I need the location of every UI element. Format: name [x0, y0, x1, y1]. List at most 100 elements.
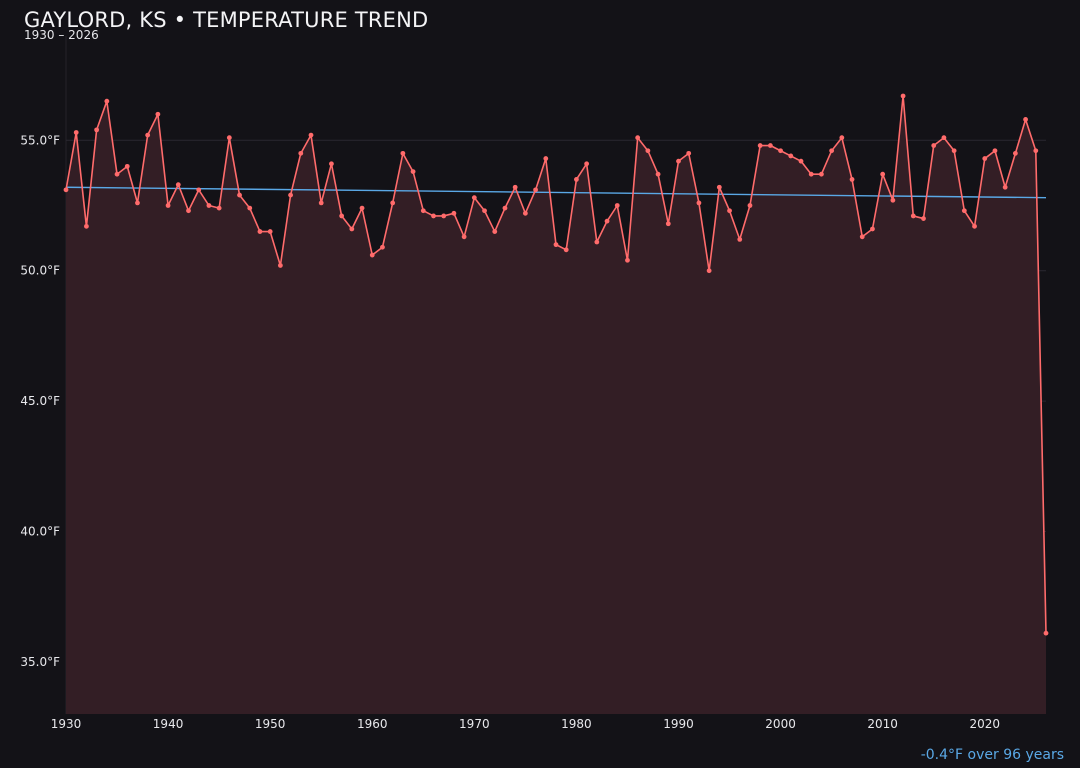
data-point — [512, 184, 518, 190]
data-point — [206, 203, 212, 208]
data-point — [73, 130, 79, 135]
data-point — [492, 229, 498, 234]
data-point — [900, 93, 906, 99]
data-point — [533, 187, 538, 193]
data-point — [339, 213, 345, 219]
data-point — [369, 252, 375, 258]
x-tick-label: 1930 — [51, 717, 82, 731]
data-points — [63, 93, 1049, 636]
data-point — [1023, 117, 1028, 122]
trend-line-group — [65, 186, 1047, 199]
data-point — [267, 229, 273, 234]
data-point — [961, 208, 967, 214]
data-point — [880, 171, 886, 177]
data-point — [247, 205, 253, 211]
trend-line — [65, 186, 1047, 199]
data-point — [716, 184, 722, 190]
data-point — [329, 161, 334, 167]
data-point — [727, 208, 732, 214]
data-point — [431, 213, 436, 219]
data-point — [216, 205, 222, 211]
data-point — [298, 150, 304, 156]
data-point — [522, 210, 528, 216]
data-point — [604, 218, 610, 224]
area-fill — [66, 95, 1046, 715]
data-point — [951, 148, 957, 154]
data-point — [972, 223, 977, 229]
data-point — [757, 143, 763, 148]
data-point — [574, 177, 579, 182]
data-point — [349, 226, 355, 232]
data-point — [135, 200, 140, 206]
data-point — [63, 187, 69, 193]
data-point — [400, 150, 406, 156]
data-point — [890, 197, 896, 203]
data-point — [910, 213, 916, 219]
data-point — [655, 171, 661, 177]
y-axis: 35.0°F 40.0°F 45.0°F 50.0°F 55.0°F — [20, 133, 60, 669]
data-point — [839, 135, 845, 141]
data-point — [94, 127, 100, 133]
data-point — [318, 200, 324, 206]
area-fill-path — [66, 95, 1046, 715]
x-tick-label: 2010 — [867, 717, 898, 731]
data-point — [461, 234, 467, 240]
data-point — [982, 156, 988, 161]
data-point — [696, 200, 702, 206]
data-point — [665, 221, 671, 227]
data-point — [451, 210, 457, 216]
data-point — [553, 242, 559, 248]
x-tick-label: 1990 — [663, 717, 694, 731]
data-point — [186, 208, 191, 214]
data-point — [635, 135, 641, 141]
data-point — [1012, 150, 1018, 156]
chart-subtitle: 1930 – 2026 — [24, 28, 99, 42]
data-point — [747, 203, 753, 208]
data-point — [767, 143, 773, 148]
data-point — [277, 263, 283, 268]
data-point — [798, 158, 804, 164]
data-point — [859, 234, 865, 240]
data-point — [706, 268, 712, 274]
data-point — [584, 161, 590, 167]
data-point — [829, 148, 835, 154]
data-point — [992, 148, 998, 154]
data-point — [257, 229, 263, 234]
data-point — [410, 169, 416, 175]
chart-title: GAYLORD, KS • TEMPERATURE TREND — [24, 8, 429, 32]
y-tick-label: 50.0°F — [20, 264, 60, 278]
x-tick-label: 1960 — [357, 717, 388, 731]
x-tick-label: 1940 — [153, 717, 184, 731]
data-point — [778, 148, 783, 154]
data-point — [676, 158, 681, 164]
data-point — [175, 182, 181, 188]
data-point — [788, 153, 794, 159]
trend-annotation: -0.4°F over 96 years — [920, 747, 1064, 763]
data-point — [737, 237, 743, 242]
data-point — [308, 132, 314, 138]
data-point — [1043, 630, 1049, 636]
data-point — [84, 223, 89, 229]
data-point — [104, 98, 110, 104]
data-point — [543, 156, 549, 161]
x-tick-label: 2000 — [765, 717, 796, 731]
data-point — [625, 257, 630, 263]
data-point — [921, 216, 926, 221]
data-point — [471, 195, 477, 201]
data-point — [441, 213, 447, 219]
data-point — [226, 135, 232, 141]
data-point — [196, 187, 202, 193]
data-point — [420, 208, 426, 214]
data-point — [686, 150, 692, 156]
data-point — [390, 200, 396, 206]
data-point — [594, 239, 600, 245]
data-point — [165, 203, 171, 208]
data-point — [1033, 148, 1039, 154]
x-tick-label: 1950 — [255, 717, 286, 731]
y-tick-label: 35.0°F — [20, 655, 60, 669]
x-tick-label: 1970 — [459, 717, 490, 731]
data-point — [849, 177, 855, 182]
data-point — [819, 171, 824, 177]
data-point — [482, 208, 487, 214]
